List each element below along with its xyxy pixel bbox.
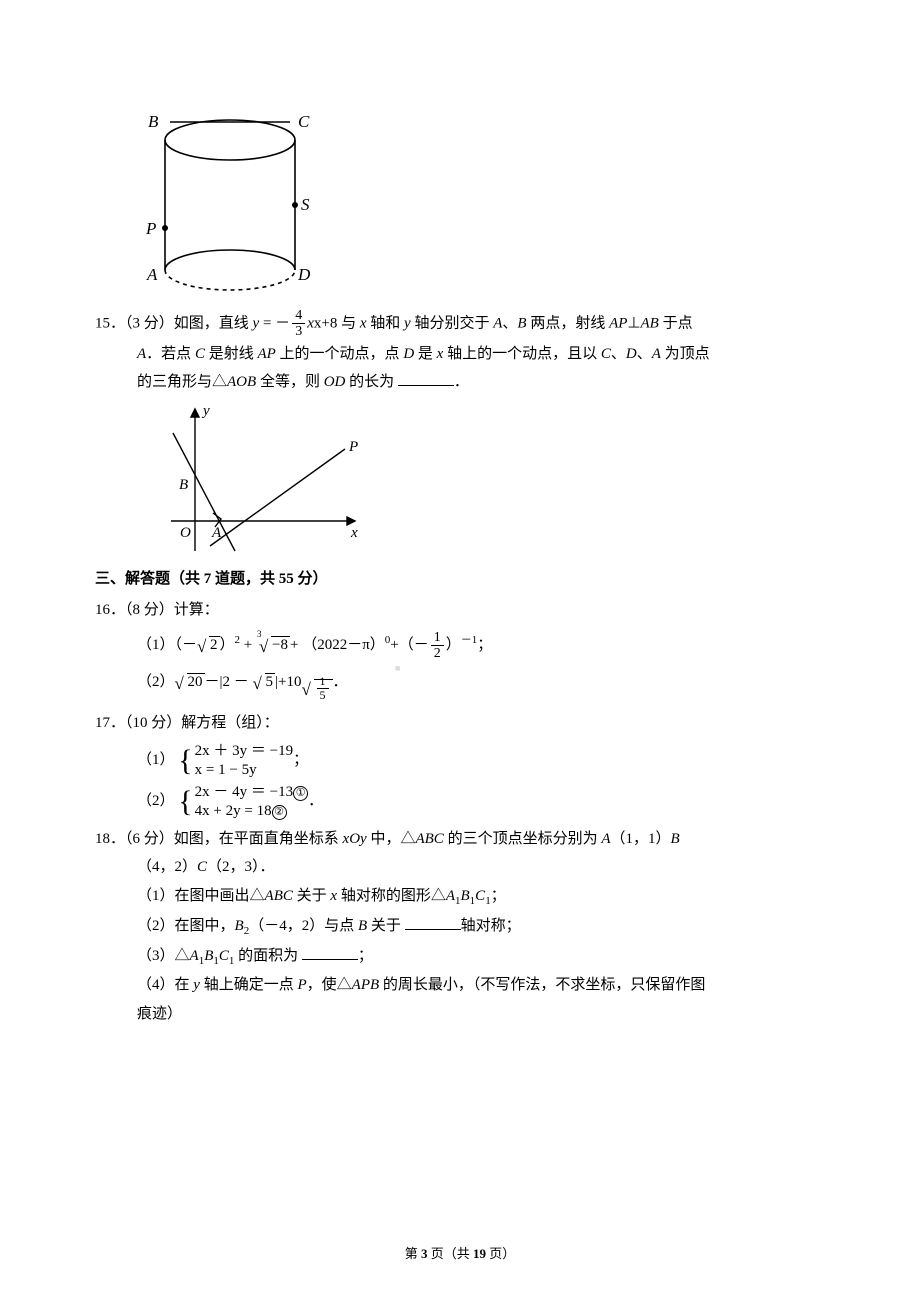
label-P: P	[145, 219, 156, 238]
cylinder-figure: B C S P A D	[140, 110, 825, 300]
problem-16: 16．（8 分）计算：	[95, 596, 825, 625]
svg-text:x: x	[350, 525, 358, 541]
watermark: ■	[395, 663, 401, 673]
svg-text:A: A	[211, 525, 222, 541]
blank-q18-3	[302, 945, 358, 960]
label-A: A	[146, 265, 158, 284]
line-figure: y x O A B P	[165, 401, 825, 561]
label-S: S	[301, 195, 310, 214]
label-B: B	[148, 112, 159, 131]
blank-q18-2	[405, 915, 461, 930]
problem-17: 17．（10 分）解方程（组）：	[95, 709, 825, 738]
problem-16-1: （1）（－2）2 + 3−8+ （2022－π）0+（－12）－1；	[95, 628, 825, 662]
problem-15: 15．（3 分）如图，直线 y = －43xx+8 与 x 轴和 y 轴分别交于…	[95, 308, 825, 397]
svg-text:P: P	[348, 439, 358, 455]
svg-text:B: B	[179, 477, 188, 493]
problem-17-2: （2） {2x － 4y ＝ −13①4x + 2y = 18②．	[95, 783, 825, 821]
label-D: D	[297, 265, 310, 284]
page-footer: 第 3 页（共 19 页）	[0, 1243, 920, 1262]
problem-17-1: （1） {2x ＋ 3y ＝ −19x = 1 − 5y；	[95, 742, 825, 780]
problem-16-2: （2）20－|2 － 5|+1015．	[95, 666, 825, 705]
section-3-header: 三、解答题（共 7 道题，共 55 分）	[95, 567, 825, 588]
svg-text:O: O	[180, 525, 191, 541]
problem-18: 18．（6 分）如图，在平面直角坐标系 xOy 中，△ABC 的三个顶点坐标分别…	[95, 825, 825, 1029]
q15-num: 15．	[95, 315, 125, 331]
label-C: C	[298, 112, 310, 131]
svg-text:y: y	[201, 403, 210, 419]
blank-q15	[398, 371, 454, 386]
